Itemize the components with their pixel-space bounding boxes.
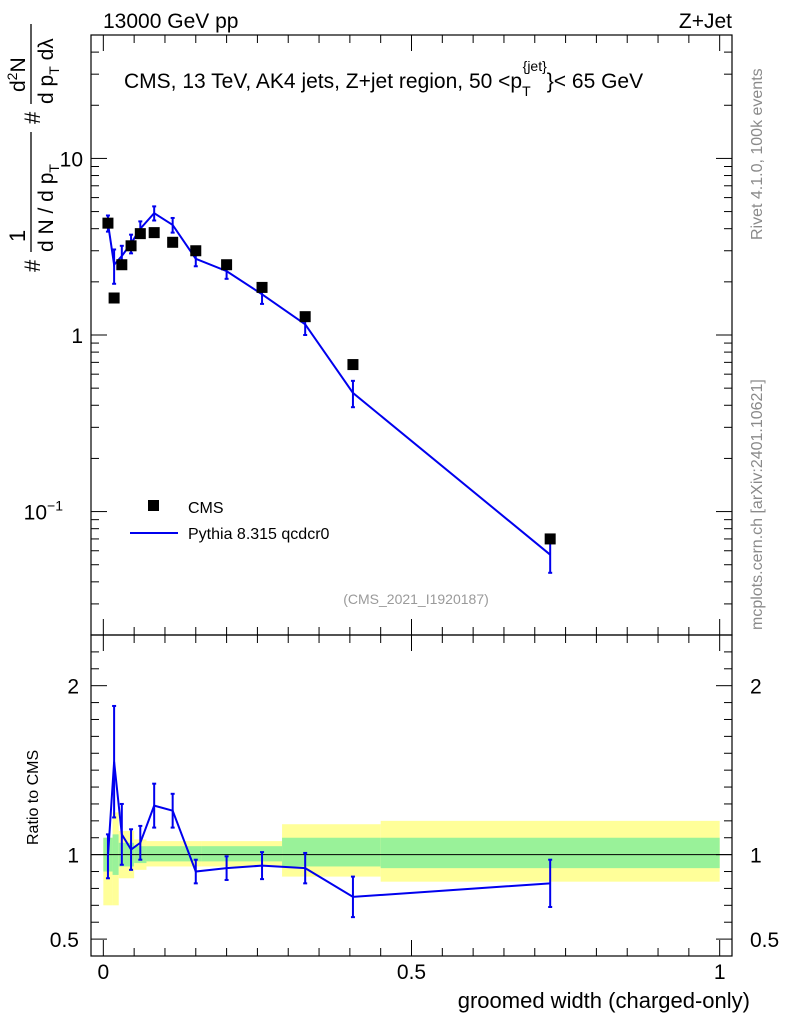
x-tick-label: 1 — [714, 961, 726, 984]
cms-data-point — [347, 359, 359, 371]
cms-data-point — [299, 311, 311, 323]
cms-data-point — [134, 228, 146, 240]
axes-ticks: 10 1 10−1 2 2 1 1 0.5 0.5 0 0.5 1 — [24, 34, 779, 984]
main-y-tick-label: 1 — [71, 325, 83, 348]
cms-data-point — [544, 533, 556, 545]
x-tick-label: 0 — [97, 961, 109, 984]
ratio-uncertainty-bands — [103, 812, 720, 906]
ratio-y-tick-label-right: 1 — [750, 845, 762, 868]
header-energy-label: 13000 GeV pp — [103, 10, 238, 33]
ratio-y-tick-label-right: 2 — [750, 676, 762, 699]
main-y-axis-label: # 1 d N / d pT # d2N d pT dλ — [4, 24, 62, 272]
main-plot-frame — [90, 34, 733, 636]
ratio-y-tick-label-right: 0.5 — [750, 929, 779, 952]
svg-text:d N / d pT: d N / d pT — [35, 164, 62, 252]
ratio-y-tick-label: 1 — [67, 845, 79, 868]
legend-pythia-label: Pythia 8.315 qcdcr0 — [188, 526, 330, 543]
main-y-tick-label: 10 — [60, 148, 83, 171]
cms-data-point — [125, 240, 137, 252]
x-tick-label: 0.5 — [397, 961, 426, 984]
ratio-y-tick-label: 2 — [67, 676, 79, 699]
cms-series — [102, 217, 556, 545]
svg-text:#: # — [20, 259, 45, 272]
pythia-series — [105, 205, 553, 574]
cms-data-point — [167, 236, 179, 248]
mcplots-label: mcplots.cern.ch [arXiv:2401.10621] — [749, 379, 766, 630]
ratio-y-axis-label: Ratio to CMS — [25, 750, 42, 845]
rivet-version-label: Rivet 4.1.0, 100k events — [749, 68, 766, 240]
plot-title: CMS, 13 TeV, AK4 jets, Z+jet region, 50 … — [124, 58, 643, 99]
svg-text:#: # — [20, 111, 45, 124]
pythia-line — [106, 211, 551, 556]
cms-data-point — [108, 292, 120, 304]
cms-data-point — [102, 217, 114, 229]
svg-text:d2N: d2N — [4, 57, 30, 92]
legend-cms-label: CMS — [188, 500, 224, 517]
pythia-ratio-series — [105, 704, 553, 919]
x-axis-label: groomed width (charged-only) — [458, 988, 750, 1013]
ratio-band-inner — [201, 846, 283, 862]
svg-text:1: 1 — [5, 230, 30, 242]
ratio-plot-frame — [90, 634, 733, 957]
header-process-label: Z+Jet — [679, 10, 732, 33]
cms-data-point — [256, 281, 268, 293]
cms-data-point — [221, 259, 233, 271]
cms-data-point — [116, 259, 128, 271]
cms-data-point — [190, 245, 202, 257]
cms-data-point — [148, 227, 160, 239]
ratio-y-tick-label: 0.5 — [50, 929, 79, 952]
legend-cms-marker — [148, 500, 159, 511]
analysis-id-label: (CMS_2021_I1920187) — [343, 591, 489, 607]
svg-text:d pT dλ: d pT dλ — [35, 38, 62, 104]
ratio-band-inner — [146, 846, 202, 862]
legend: CMS Pythia 8.315 qcdcr0 — [130, 500, 330, 543]
main-y-tick-label: 10−1 — [24, 498, 64, 525]
ratio-band-inner — [282, 837, 381, 867]
